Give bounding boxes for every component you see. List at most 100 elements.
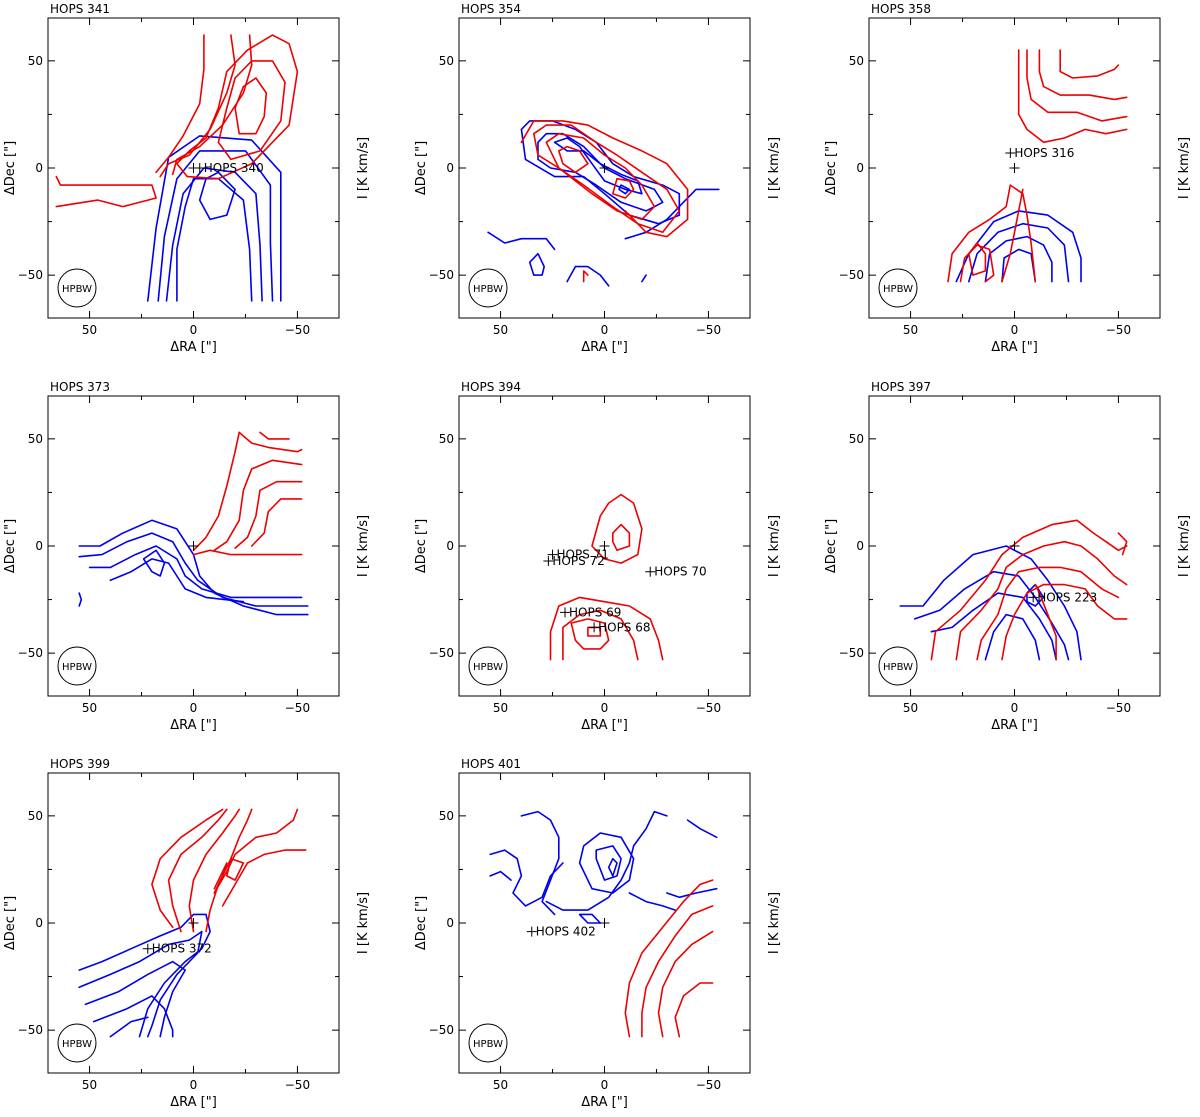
x-tick-label: 0 [1011,323,1019,337]
blue-contour [967,222,1070,283]
y-tick-label: −50 [429,1023,454,1037]
red-contour [641,905,714,1038]
source-label: HOPS 71 [557,548,609,562]
y-tick-label: 0 [856,161,864,175]
x-tick-label: 50 [903,323,918,337]
red-contour [234,480,303,549]
panel-title: HOPS 341 [50,2,110,16]
x-axis-label: ΔRA ["] [170,1095,217,1110]
red-contour [1001,188,1024,283]
source-marker [547,549,558,560]
y-axis-label: ΔDec ["] [414,896,429,950]
y-tick-label: −50 [429,646,454,660]
center-marker [599,918,610,928]
blue-contour [142,549,166,577]
intensity-axis-label: I [K km/s] [356,892,371,954]
panel-title: HOPS 399 [50,757,110,771]
red-contour [171,34,253,176]
source-label: HOPS 72 [552,554,604,568]
blue-contour [157,150,274,302]
beam-circle [878,268,918,308]
y-tick-label: −50 [839,268,864,282]
x-tick-label: 0 [190,323,198,337]
x-tick-label: −50 [696,701,721,715]
red-contour [959,244,995,283]
blue-contour [628,892,677,911]
blue-contour [88,545,303,599]
source-label: HOPS 70 [654,565,706,579]
y-tick-label: −50 [18,1023,43,1037]
source-label: HOPS 68 [598,620,650,634]
x-tick-label: 0 [601,323,609,337]
x-tick-label: 50 [903,701,918,715]
red-contour [674,982,714,1038]
y-axis-label: ΔDec ["] [3,896,18,950]
intensity-axis-label: I [K km/s] [767,892,782,954]
center-marker [599,541,610,551]
x-tick-label: 0 [1011,701,1019,715]
source-marker [526,926,537,937]
red-contour [1034,583,1057,661]
beam-label: HPBW [473,1039,503,1050]
red-contour [213,459,303,552]
y-tick-label: 50 [439,432,454,446]
red-contour [930,519,1128,661]
y-tick-label: 50 [849,432,864,446]
source-label: HOPS 402 [536,925,596,939]
y-tick-label: −50 [839,646,864,660]
x-tick-label: −50 [1106,323,1131,337]
red-contour [545,132,656,221]
blue-contour [147,135,282,302]
y-tick-label: 50 [28,432,43,446]
blue-contour [78,930,203,1038]
x-axis-label: ΔRA ["] [170,340,217,355]
y-tick-label: 50 [439,54,454,68]
x-tick-label: 50 [493,701,508,715]
y-axis-label: ΔDec ["] [3,519,18,573]
x-tick-label: −50 [696,1078,721,1092]
blue-contour [686,819,718,839]
y-tick-label: 50 [28,54,43,68]
red-contour [1117,532,1128,556]
intensity-axis-label: I [K km/s] [767,515,782,577]
x-tick-label: −50 [285,323,310,337]
intensity-axis-label: I [K km/s] [356,137,371,199]
blue-contour [984,235,1053,283]
blue-contour [578,832,635,894]
panel-title: HOPS 394 [461,380,521,394]
blue-contour [913,570,1070,661]
blue-contour [78,519,309,616]
beam-label: HPBW [62,662,92,673]
x-tick-label: 50 [493,323,508,337]
blue-contour [618,184,631,195]
red-contour [587,626,602,637]
red-contour [624,879,714,1038]
blue-contour [566,265,610,287]
intensity-axis-label: I [K km/s] [767,137,782,199]
red-contour [213,808,299,894]
intensity-axis-label: I [K km/s] [1177,515,1192,577]
y-tick-label: 50 [439,809,454,823]
center-marker [599,163,610,173]
x-tick-label: 0 [601,701,609,715]
red-contour [1001,583,1128,661]
red-contour [167,808,228,933]
beam-circle [468,268,508,308]
center-marker [188,918,199,928]
beam-circle [57,1023,97,1063]
red-contour [188,808,240,933]
red-contour [238,431,303,453]
blue-contour [78,913,211,1038]
x-axis-label: ΔRA ["] [581,718,628,733]
x-tick-label: 50 [82,1078,97,1092]
y-tick-label: −50 [18,646,43,660]
red-contour [159,34,236,178]
beam-label: HPBW [62,1039,92,1050]
panel-title: HOPS 401 [461,757,521,771]
x-axis-label: ΔRA ["] [991,718,1038,733]
red-contour [549,596,664,661]
red-contour [192,549,303,556]
center-marker [1009,541,1020,551]
source-label: HOPS 69 [569,605,621,619]
contour-panel: HOPS 401 50 0 −50 50 0 −50 ΔRA ["] ΔDec ["] I [K … [414,757,782,1110]
